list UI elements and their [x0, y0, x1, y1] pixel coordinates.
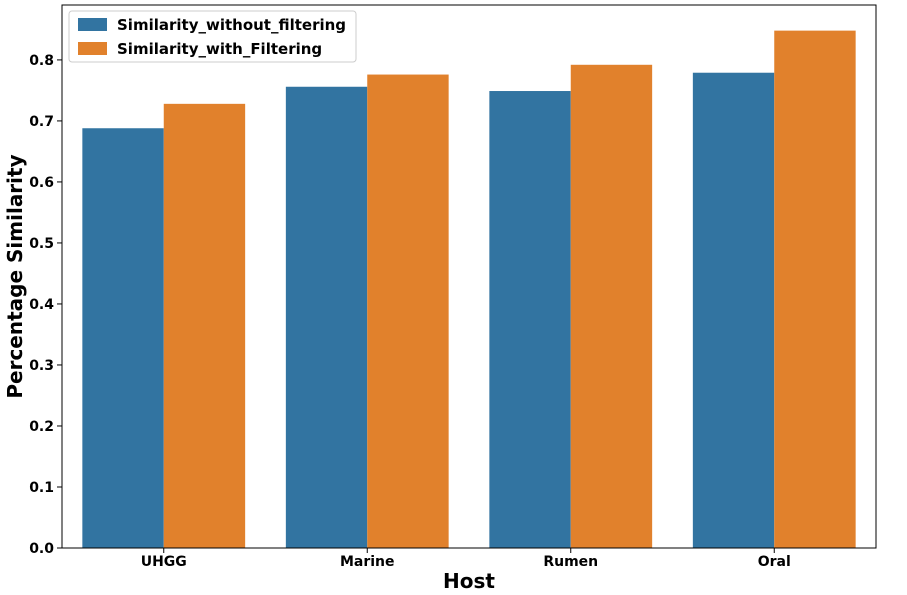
y-tick-label: 0.0	[29, 541, 54, 557]
bar-rumen-series-1	[489, 91, 571, 548]
y-tick-label: 0.4	[29, 297, 54, 313]
x-tick-label: Rumen	[543, 554, 598, 570]
bar-marine-series-1	[285, 86, 368, 548]
y-tick-label: 0.7	[29, 114, 54, 130]
y-axis: 0.0 0.1 0.2 0.3 0.4 0.5 0.6 0.7 0.8	[29, 53, 62, 557]
legend-box	[68, 10, 357, 63]
bar-marine-series-2	[367, 74, 449, 549]
y-tick-label: 0.3	[29, 358, 54, 374]
y-tick-label: 0.8	[29, 53, 54, 69]
x-tick-label: Marine	[340, 554, 395, 570]
x-tick-label: UHGG	[141, 554, 187, 570]
bar-uhgg-series-1	[82, 128, 164, 549]
legend-swatch-1	[78, 18, 107, 31]
plot-frame	[61, 4, 877, 549]
y-tick-label: 0.1	[29, 480, 54, 496]
bar-oral-series-1	[692, 72, 775, 548]
bar-uhgg-series-2	[163, 103, 246, 549]
x-tick-label: Oral	[758, 554, 791, 570]
legend-label-1: Similarity_without_filtering	[117, 16, 346, 34]
x-axis-title: Host	[443, 569, 495, 593]
y-tick-label: 0.2	[29, 419, 54, 435]
bar-oral-series-2	[774, 30, 856, 549]
bars-layer	[82, 30, 856, 549]
x-axis: UHGG Marine Rumen Oral	[141, 548, 791, 570]
legend: Similarity_without_filtering Similarity_w…	[68, 10, 357, 63]
bar-rumen-series-2	[570, 64, 653, 548]
y-tick-label: 0.5	[29, 236, 54, 252]
y-tick-label: 0.6	[29, 175, 54, 191]
legend-swatch-2	[78, 42, 107, 55]
y-axis-title: Percentage Similarity	[3, 154, 27, 398]
legend-label-2: Similarity_with_Filtering	[117, 40, 322, 58]
